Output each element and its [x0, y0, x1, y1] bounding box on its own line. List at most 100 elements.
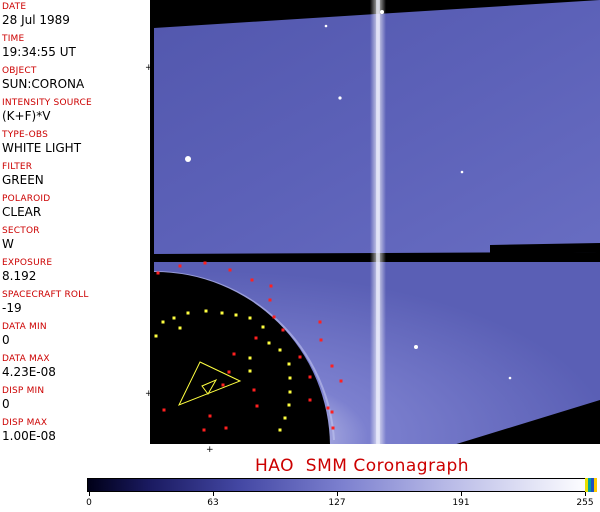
- yellow-marker: [278, 348, 282, 352]
- yellow-marker: [154, 334, 158, 338]
- header-field: DATA MIN 0: [0, 320, 150, 352]
- field-label: TIME: [2, 34, 25, 44]
- red-marker: [308, 398, 312, 402]
- field-value: 0: [2, 397, 10, 411]
- red-marker: [339, 379, 343, 383]
- yellow-marker: [248, 356, 252, 360]
- yellow-marker: [172, 316, 176, 320]
- header-field: INTENSITY SOURCE (K+F)*V: [0, 96, 150, 128]
- yellow-marker: [278, 428, 282, 432]
- colorbar-tick-label: 191: [452, 498, 470, 508]
- header-field: FILTER GREEN: [0, 160, 150, 192]
- colorbar-tick: [585, 492, 586, 496]
- red-marker: [232, 352, 236, 356]
- field-label: TYPE-OBS: [2, 130, 49, 140]
- red-marker: [318, 320, 322, 324]
- red-marker: [224, 426, 228, 430]
- field-label: EXPOSURE: [2, 258, 53, 268]
- red-marker: [269, 284, 273, 288]
- red-marker: [331, 426, 335, 430]
- yellow-marker: [287, 403, 291, 407]
- red-marker: [156, 271, 160, 275]
- field-label: DATE: [2, 2, 27, 12]
- red-marker: [272, 315, 276, 319]
- colorbar-tick: [89, 492, 90, 496]
- upper-black-notch: [490, 243, 600, 254]
- field-value: GREEN: [2, 173, 44, 187]
- yellow-triangle: [177, 361, 242, 406]
- red-marker: [254, 336, 258, 340]
- field-value: 8.192: [2, 269, 37, 283]
- field-value: (K+F)*V: [2, 109, 51, 123]
- field-value: SUN:CORONA: [2, 77, 85, 91]
- header-field: DATE 28 Jul 1989: [0, 0, 150, 32]
- yellow-marker: [186, 311, 190, 315]
- colorbar-tick: [337, 492, 338, 496]
- field-value: WHITE LIGHT: [2, 141, 82, 155]
- header-field: TIME 19:34:55 UT: [0, 32, 150, 64]
- axis-tick: +: [145, 389, 153, 399]
- field-label: SPACECRAFT ROLL: [2, 290, 89, 300]
- coronagraph-svg: [153, 0, 600, 444]
- header-field: SECTOR W: [0, 224, 150, 256]
- colorbar-tick-label: 63: [207, 498, 219, 508]
- header-field: DATA MAX 4.23E-08: [0, 352, 150, 384]
- field-value: 28 Jul 1989: [2, 13, 70, 27]
- field-label: POLAROID: [2, 194, 51, 204]
- yellow-marker: [283, 416, 287, 420]
- red-marker: [319, 338, 323, 342]
- red-marker: [326, 406, 330, 410]
- yellow-marker: [288, 390, 292, 394]
- colorbar-end-swatch: [585, 478, 597, 492]
- yellow-marker: [288, 376, 292, 380]
- red-marker: [228, 268, 232, 272]
- red-marker: [203, 261, 207, 265]
- red-marker: [255, 404, 259, 408]
- red-marker: [281, 328, 285, 332]
- field-label: DATA MAX: [2, 354, 50, 364]
- field-value: 1.00E-08: [2, 429, 56, 443]
- axis-tick: +: [145, 63, 153, 73]
- header-field: TYPE-OBS WHITE LIGHT: [0, 128, 150, 160]
- colorbar-tick-label: 255: [576, 498, 594, 508]
- header-field: EXPOSURE 8.192: [0, 256, 150, 288]
- caption: HAO SMM Coronagraph: [255, 456, 470, 476]
- red-marker: [162, 408, 166, 412]
- red-marker: [308, 375, 312, 379]
- header-field: SPACECRAFT ROLL -19: [0, 288, 150, 320]
- colorbar: 0 63 127 191 255: [86, 478, 600, 512]
- yellow-marker: [261, 325, 265, 329]
- field-label: DISP MIN: [2, 386, 45, 396]
- field-value: 0: [2, 333, 10, 347]
- yellow-marker: [220, 311, 224, 315]
- field-value: -19: [2, 301, 22, 315]
- field-value: W: [2, 237, 14, 251]
- yellow-marker: [248, 316, 252, 320]
- red-marker: [330, 364, 334, 368]
- field-value: CLEAR: [2, 205, 42, 219]
- red-marker: [252, 388, 256, 392]
- coronagraph-image: [150, 0, 600, 444]
- yellow-marker: [267, 341, 271, 345]
- field-label: DISP MAX: [2, 418, 48, 428]
- yellow-marker: [204, 309, 208, 313]
- yellow-marker: [287, 362, 291, 366]
- red-marker: [330, 410, 334, 414]
- colorbar-gradient: [87, 478, 597, 492]
- red-marker: [221, 383, 225, 387]
- header-field: DISP MIN 0: [0, 384, 150, 416]
- yellow-marker: [178, 326, 182, 330]
- axis-tick: +: [206, 445, 214, 455]
- red-marker: [202, 428, 206, 432]
- marker-layer: [154, 261, 343, 432]
- red-marker: [227, 370, 231, 374]
- red-marker: [298, 355, 302, 359]
- field-label: FILTER: [2, 162, 33, 172]
- red-marker: [178, 264, 182, 268]
- field-value: 4.23E-08: [2, 365, 56, 379]
- header-field: POLAROID CLEAR: [0, 192, 150, 224]
- header-field: DISP MAX 1.00E-08: [0, 416, 150, 448]
- red-marker: [268, 298, 272, 302]
- colorbar-tick-label: 127: [328, 498, 346, 508]
- field-label: INTENSITY SOURCE: [2, 98, 92, 108]
